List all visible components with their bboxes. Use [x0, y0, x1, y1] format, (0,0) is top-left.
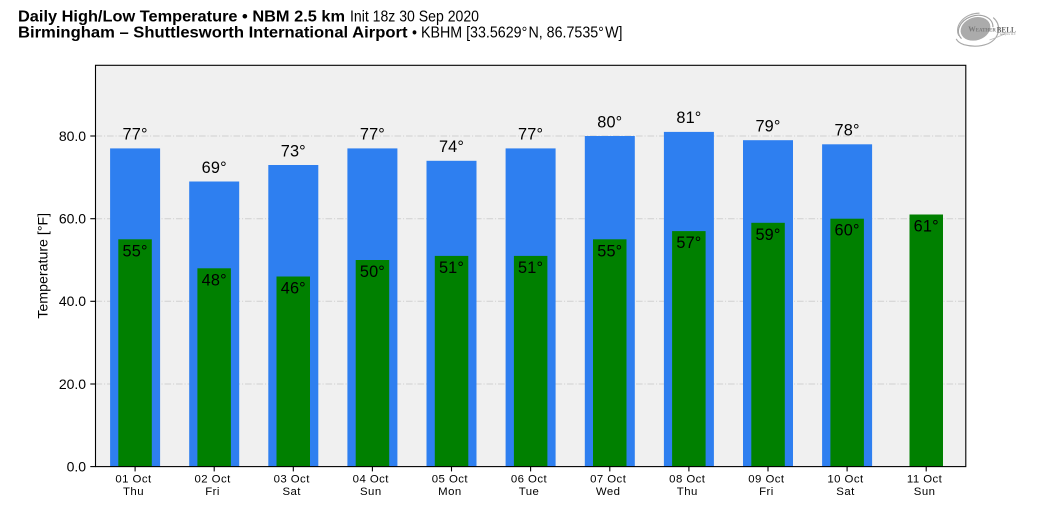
- svg-text:55°: 55°: [597, 242, 622, 260]
- svg-text:WEATHER: WEATHER: [968, 26, 996, 34]
- svg-text:50°: 50°: [360, 263, 385, 281]
- svg-text:73°: 73°: [281, 142, 306, 160]
- svg-text:01 Oct: 01 Oct: [115, 474, 152, 486]
- svg-text:48°: 48°: [202, 271, 227, 289]
- svg-text:Temperature [°F]: Temperature [°F]: [36, 213, 52, 319]
- svg-text:Sun: Sun: [914, 486, 936, 498]
- svg-text:05 Oct: 05 Oct: [432, 474, 469, 486]
- svg-text:Sat: Sat: [836, 486, 855, 498]
- svg-text:77°: 77°: [518, 126, 543, 144]
- svg-text:81°: 81°: [676, 109, 701, 127]
- svg-text:57°: 57°: [676, 234, 701, 252]
- svg-text:Birmingham – Shuttlesworth Int: Birmingham – Shuttlesworth International…: [18, 24, 623, 41]
- svg-text:80°: 80°: [597, 113, 622, 131]
- svg-text:51°: 51°: [439, 259, 464, 277]
- svg-text:80.0: 80.0: [59, 128, 86, 144]
- svg-text:55°: 55°: [123, 242, 148, 260]
- svg-text:BELL: BELL: [997, 25, 1017, 34]
- svg-text:Sat: Sat: [282, 486, 301, 498]
- svg-text:Wed: Wed: [596, 486, 621, 498]
- svg-text:78°: 78°: [835, 122, 860, 140]
- svg-text:Fri: Fri: [759, 486, 774, 498]
- svg-text:46°: 46°: [281, 280, 306, 298]
- svg-text:77°: 77°: [123, 126, 148, 144]
- svg-text:02 Oct: 02 Oct: [194, 474, 231, 486]
- svg-text:Mon: Mon: [438, 486, 462, 498]
- svg-text:0.0: 0.0: [67, 458, 87, 474]
- svg-text:09 Oct: 09 Oct: [748, 474, 785, 486]
- svg-text:77°: 77°: [360, 126, 385, 144]
- svg-text:Daily High/Low Temperature • N: Daily High/Low Temperature • NBM 2.5 km I…: [18, 8, 479, 25]
- svg-text:Thu: Thu: [123, 486, 144, 498]
- svg-text:08 Oct: 08 Oct: [669, 474, 706, 486]
- svg-text:60.0: 60.0: [59, 211, 86, 227]
- svg-text:69°: 69°: [202, 159, 227, 177]
- svg-text:Fri: Fri: [205, 486, 220, 498]
- svg-text:Analytics LLC: Analytics LLC: [1000, 33, 1016, 36]
- svg-text:59°: 59°: [755, 226, 780, 244]
- svg-text:07 Oct: 07 Oct: [590, 474, 627, 486]
- svg-text:60°: 60°: [835, 222, 860, 240]
- svg-text:Sun: Sun: [360, 486, 382, 498]
- svg-text:Thu: Thu: [677, 486, 698, 498]
- svg-text:40.0: 40.0: [59, 293, 86, 309]
- svg-text:06 Oct: 06 Oct: [511, 474, 548, 486]
- svg-text:03 Oct: 03 Oct: [274, 474, 311, 486]
- svg-text:10 Oct: 10 Oct: [827, 474, 864, 486]
- svg-text:51°: 51°: [518, 259, 543, 277]
- svg-text:79°: 79°: [755, 118, 780, 136]
- svg-text:61°: 61°: [914, 218, 939, 236]
- svg-text:04 Oct: 04 Oct: [353, 474, 390, 486]
- svg-text:Tue: Tue: [519, 486, 540, 498]
- svg-text:74°: 74°: [439, 138, 464, 156]
- svg-text:20.0: 20.0: [59, 376, 86, 392]
- svg-text:11 Oct: 11 Oct: [907, 474, 943, 486]
